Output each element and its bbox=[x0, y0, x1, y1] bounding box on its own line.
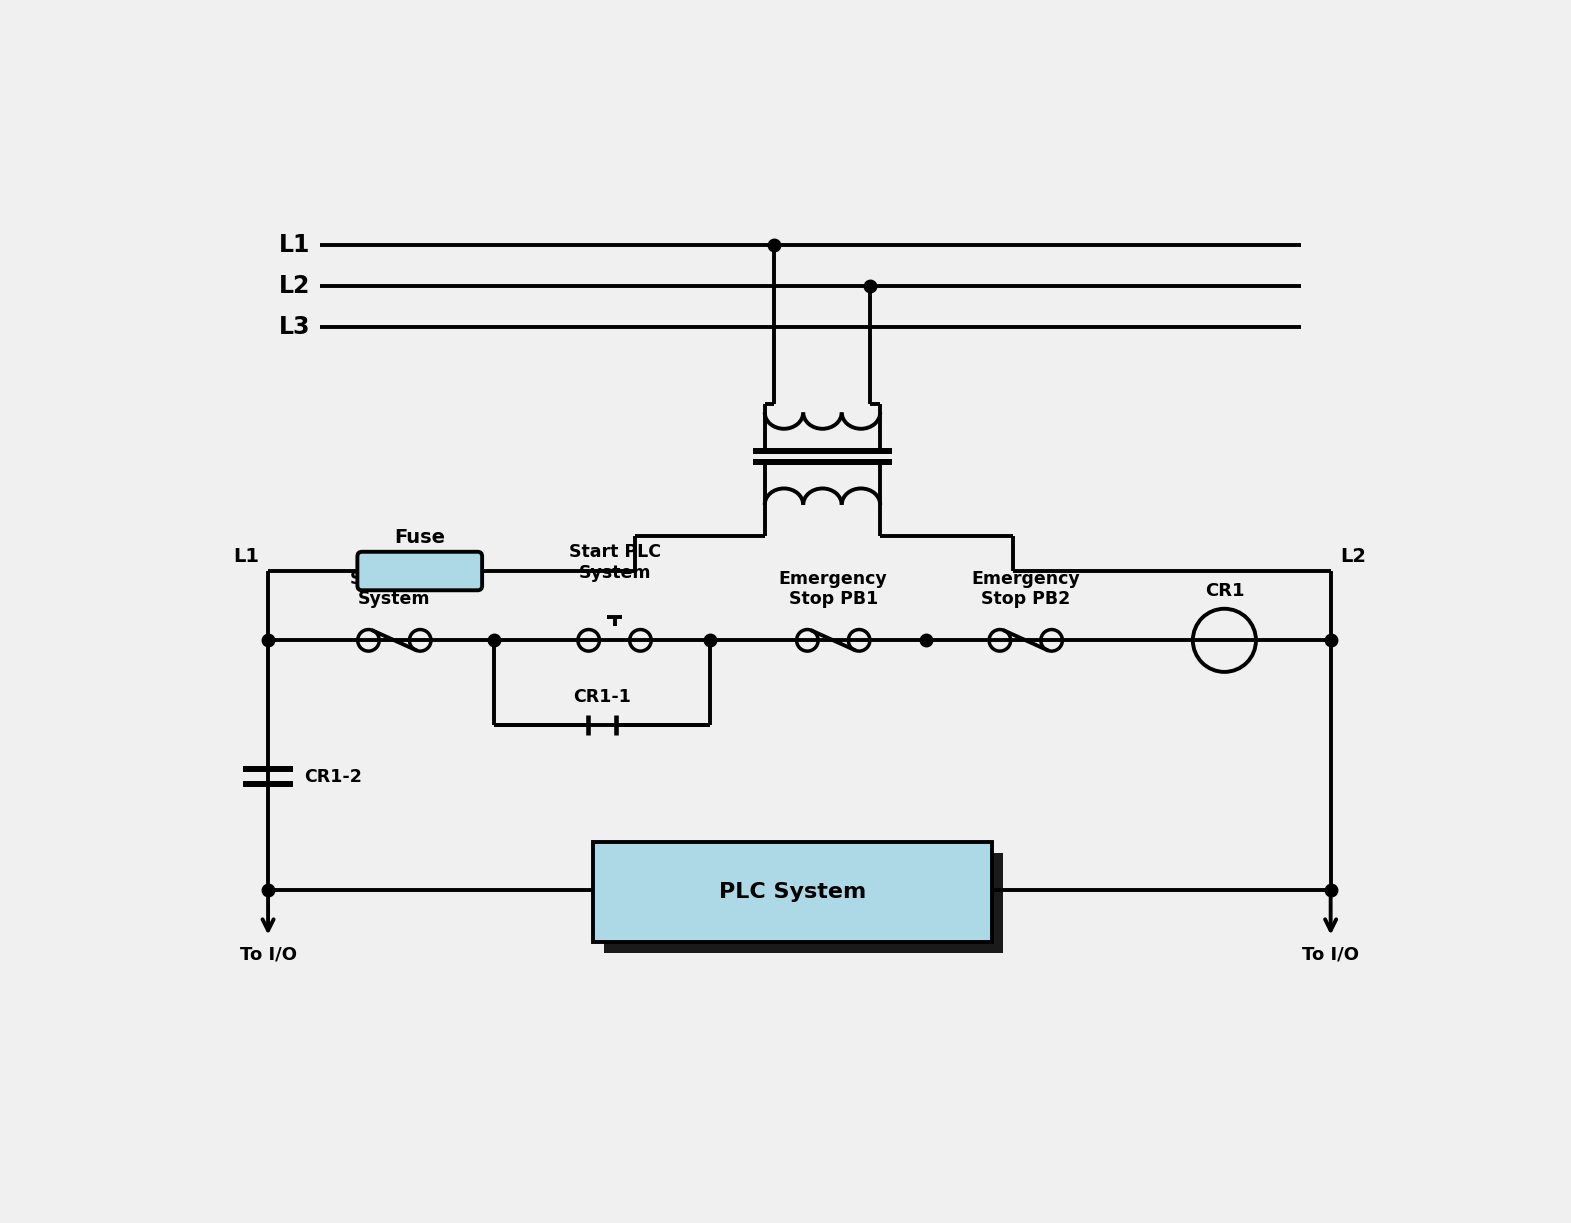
Text: Fuse: Fuse bbox=[394, 528, 445, 547]
FancyBboxPatch shape bbox=[603, 852, 1002, 953]
Text: CR1: CR1 bbox=[1205, 581, 1244, 599]
Text: L1: L1 bbox=[280, 234, 311, 257]
Text: Start PLC
System: Start PLC System bbox=[569, 543, 660, 582]
Text: To I/O: To I/O bbox=[239, 945, 297, 964]
Text: L2: L2 bbox=[1340, 548, 1365, 566]
Text: Stop PLC
System: Stop PLC System bbox=[350, 570, 438, 609]
Text: L1: L1 bbox=[233, 548, 259, 566]
Text: L2: L2 bbox=[280, 274, 311, 298]
Text: To I/O: To I/O bbox=[1302, 945, 1359, 964]
Text: L3: L3 bbox=[280, 316, 311, 339]
Text: Emergency
Stop PB2: Emergency Stop PB2 bbox=[971, 570, 1081, 609]
Text: Emergency
Stop PB1: Emergency Stop PB1 bbox=[779, 570, 888, 609]
Text: PLC System: PLC System bbox=[720, 882, 866, 903]
FancyBboxPatch shape bbox=[357, 552, 482, 591]
Text: CR1-2: CR1-2 bbox=[305, 768, 363, 785]
FancyBboxPatch shape bbox=[592, 843, 991, 942]
Text: CR1-1: CR1-1 bbox=[573, 687, 632, 706]
